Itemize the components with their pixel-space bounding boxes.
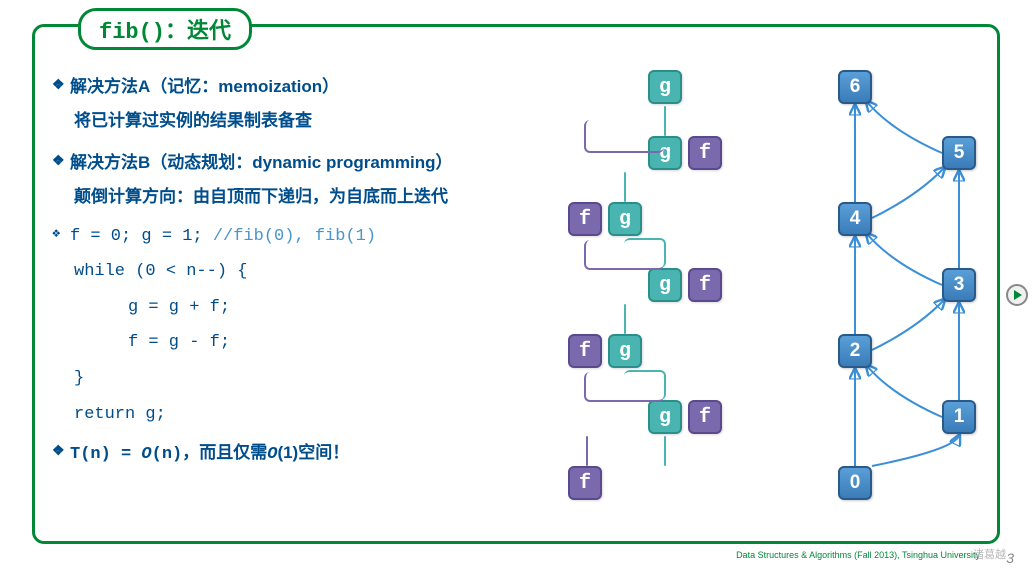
f-box: f <box>568 334 602 368</box>
tree-diagram: 6 5 4 3 2 1 0 <box>822 70 992 500</box>
tree-edge <box>872 436 959 466</box>
code-block: while (0 < n--) { g = g + f; f = g - f; … <box>52 254 552 432</box>
ladder-connector <box>664 436 666 466</box>
complexity-O2: O <box>267 445 277 464</box>
tree-node-6: 6 <box>838 70 872 104</box>
code-return: return g; <box>74 397 552 433</box>
g-box: g <box>648 136 682 170</box>
code-close: } <box>74 361 552 397</box>
code-comment: //fib(0), fib(1) <box>213 227 376 246</box>
method-b-body: 颠倒计算方向：由自顶而下递归，为自底而上迭代 <box>52 180 552 214</box>
page-number: 3 <box>1006 550 1014 566</box>
method-a-head: 解决方法A（记忆：memoization） <box>52 70 552 104</box>
tree-node-1: 1 <box>942 400 976 434</box>
complexity-pre: T(n) = <box>70 445 141 464</box>
complexity-suf: (1)空间！ <box>277 443 349 462</box>
ladder-connector <box>624 172 626 202</box>
ladder-connector <box>584 372 664 402</box>
tree-edge <box>867 234 942 285</box>
g-box: g <box>648 70 682 104</box>
tree-node-3: 3 <box>942 268 976 302</box>
code-l1: g = g + f; <box>74 290 552 326</box>
ladder-connector <box>586 436 588 466</box>
complexity-mid: (n)，而且仅需 <box>152 445 268 464</box>
ladder-connector <box>584 240 664 270</box>
f-box: f <box>568 466 602 500</box>
ladder-connector <box>624 238 666 268</box>
tree-edge <box>872 300 944 350</box>
ladder-connector <box>624 370 666 400</box>
complexity-O1: O <box>141 445 151 464</box>
code-l2: f = g - f; <box>74 325 552 361</box>
slide-footer: Data Structures & Algorithms (Fall 2013)… <box>736 550 980 560</box>
tree-node-5: 5 <box>942 136 976 170</box>
code-init: f = 0; g = 1; <box>70 227 213 246</box>
f-box: f <box>688 268 722 302</box>
tree-edge <box>872 168 944 218</box>
f-box: f <box>568 202 602 236</box>
tree-edge <box>867 366 942 417</box>
tree-edge <box>867 102 942 153</box>
ladder-connector <box>624 304 626 334</box>
tree-node-4: 4 <box>838 202 872 236</box>
g-box: g <box>648 400 682 434</box>
f-box: f <box>688 400 722 434</box>
complexity-line: T(n) = O(n)，而且仅需O(1)空间！ <box>52 436 552 472</box>
method-a-body: 将已计算过实例的结果制表备查 <box>52 104 552 138</box>
play-icon[interactable] <box>1006 284 1028 306</box>
slide-title: fib()：迭代 <box>78 8 252 50</box>
ladder-diagram: ggfgfgfgfgff <box>564 70 764 500</box>
g-box: g <box>608 202 642 236</box>
g-box: g <box>608 334 642 368</box>
ladder-connector <box>664 106 666 136</box>
watermark: 诸葛越 <box>973 546 1006 562</box>
g-box: g <box>648 268 682 302</box>
code-while: while (0 < n--) { <box>74 254 552 290</box>
content-text: 解决方法A（记忆：memoization） 将已计算过实例的结果制表备查 解决方… <box>52 68 552 472</box>
f-box: f <box>688 136 722 170</box>
tree-node-0: 0 <box>838 466 872 500</box>
tree-node-2: 2 <box>838 334 872 368</box>
method-b-head: 解决方法B（动态规划：dynamic programming） <box>52 146 552 180</box>
code-init-line: f = 0; g = 1; //fib(0), fib(1) <box>52 220 552 254</box>
